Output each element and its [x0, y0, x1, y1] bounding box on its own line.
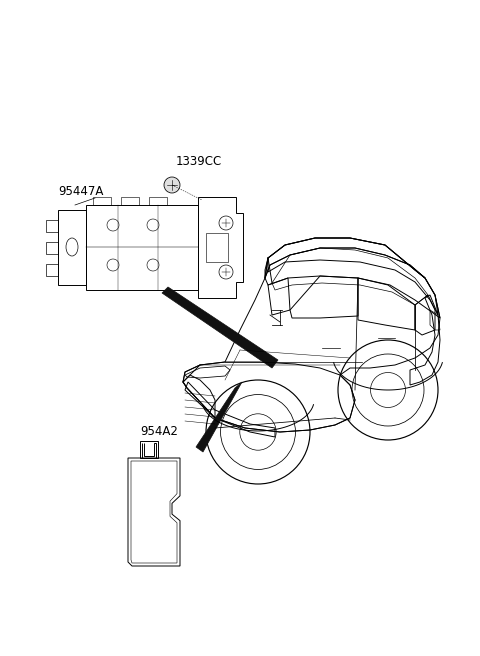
Text: 95447A: 95447A — [58, 185, 103, 198]
Polygon shape — [162, 287, 278, 368]
Circle shape — [164, 177, 180, 193]
Polygon shape — [196, 382, 242, 452]
Text: 1339CC: 1339CC — [176, 155, 222, 168]
Text: 954A2: 954A2 — [140, 425, 178, 438]
